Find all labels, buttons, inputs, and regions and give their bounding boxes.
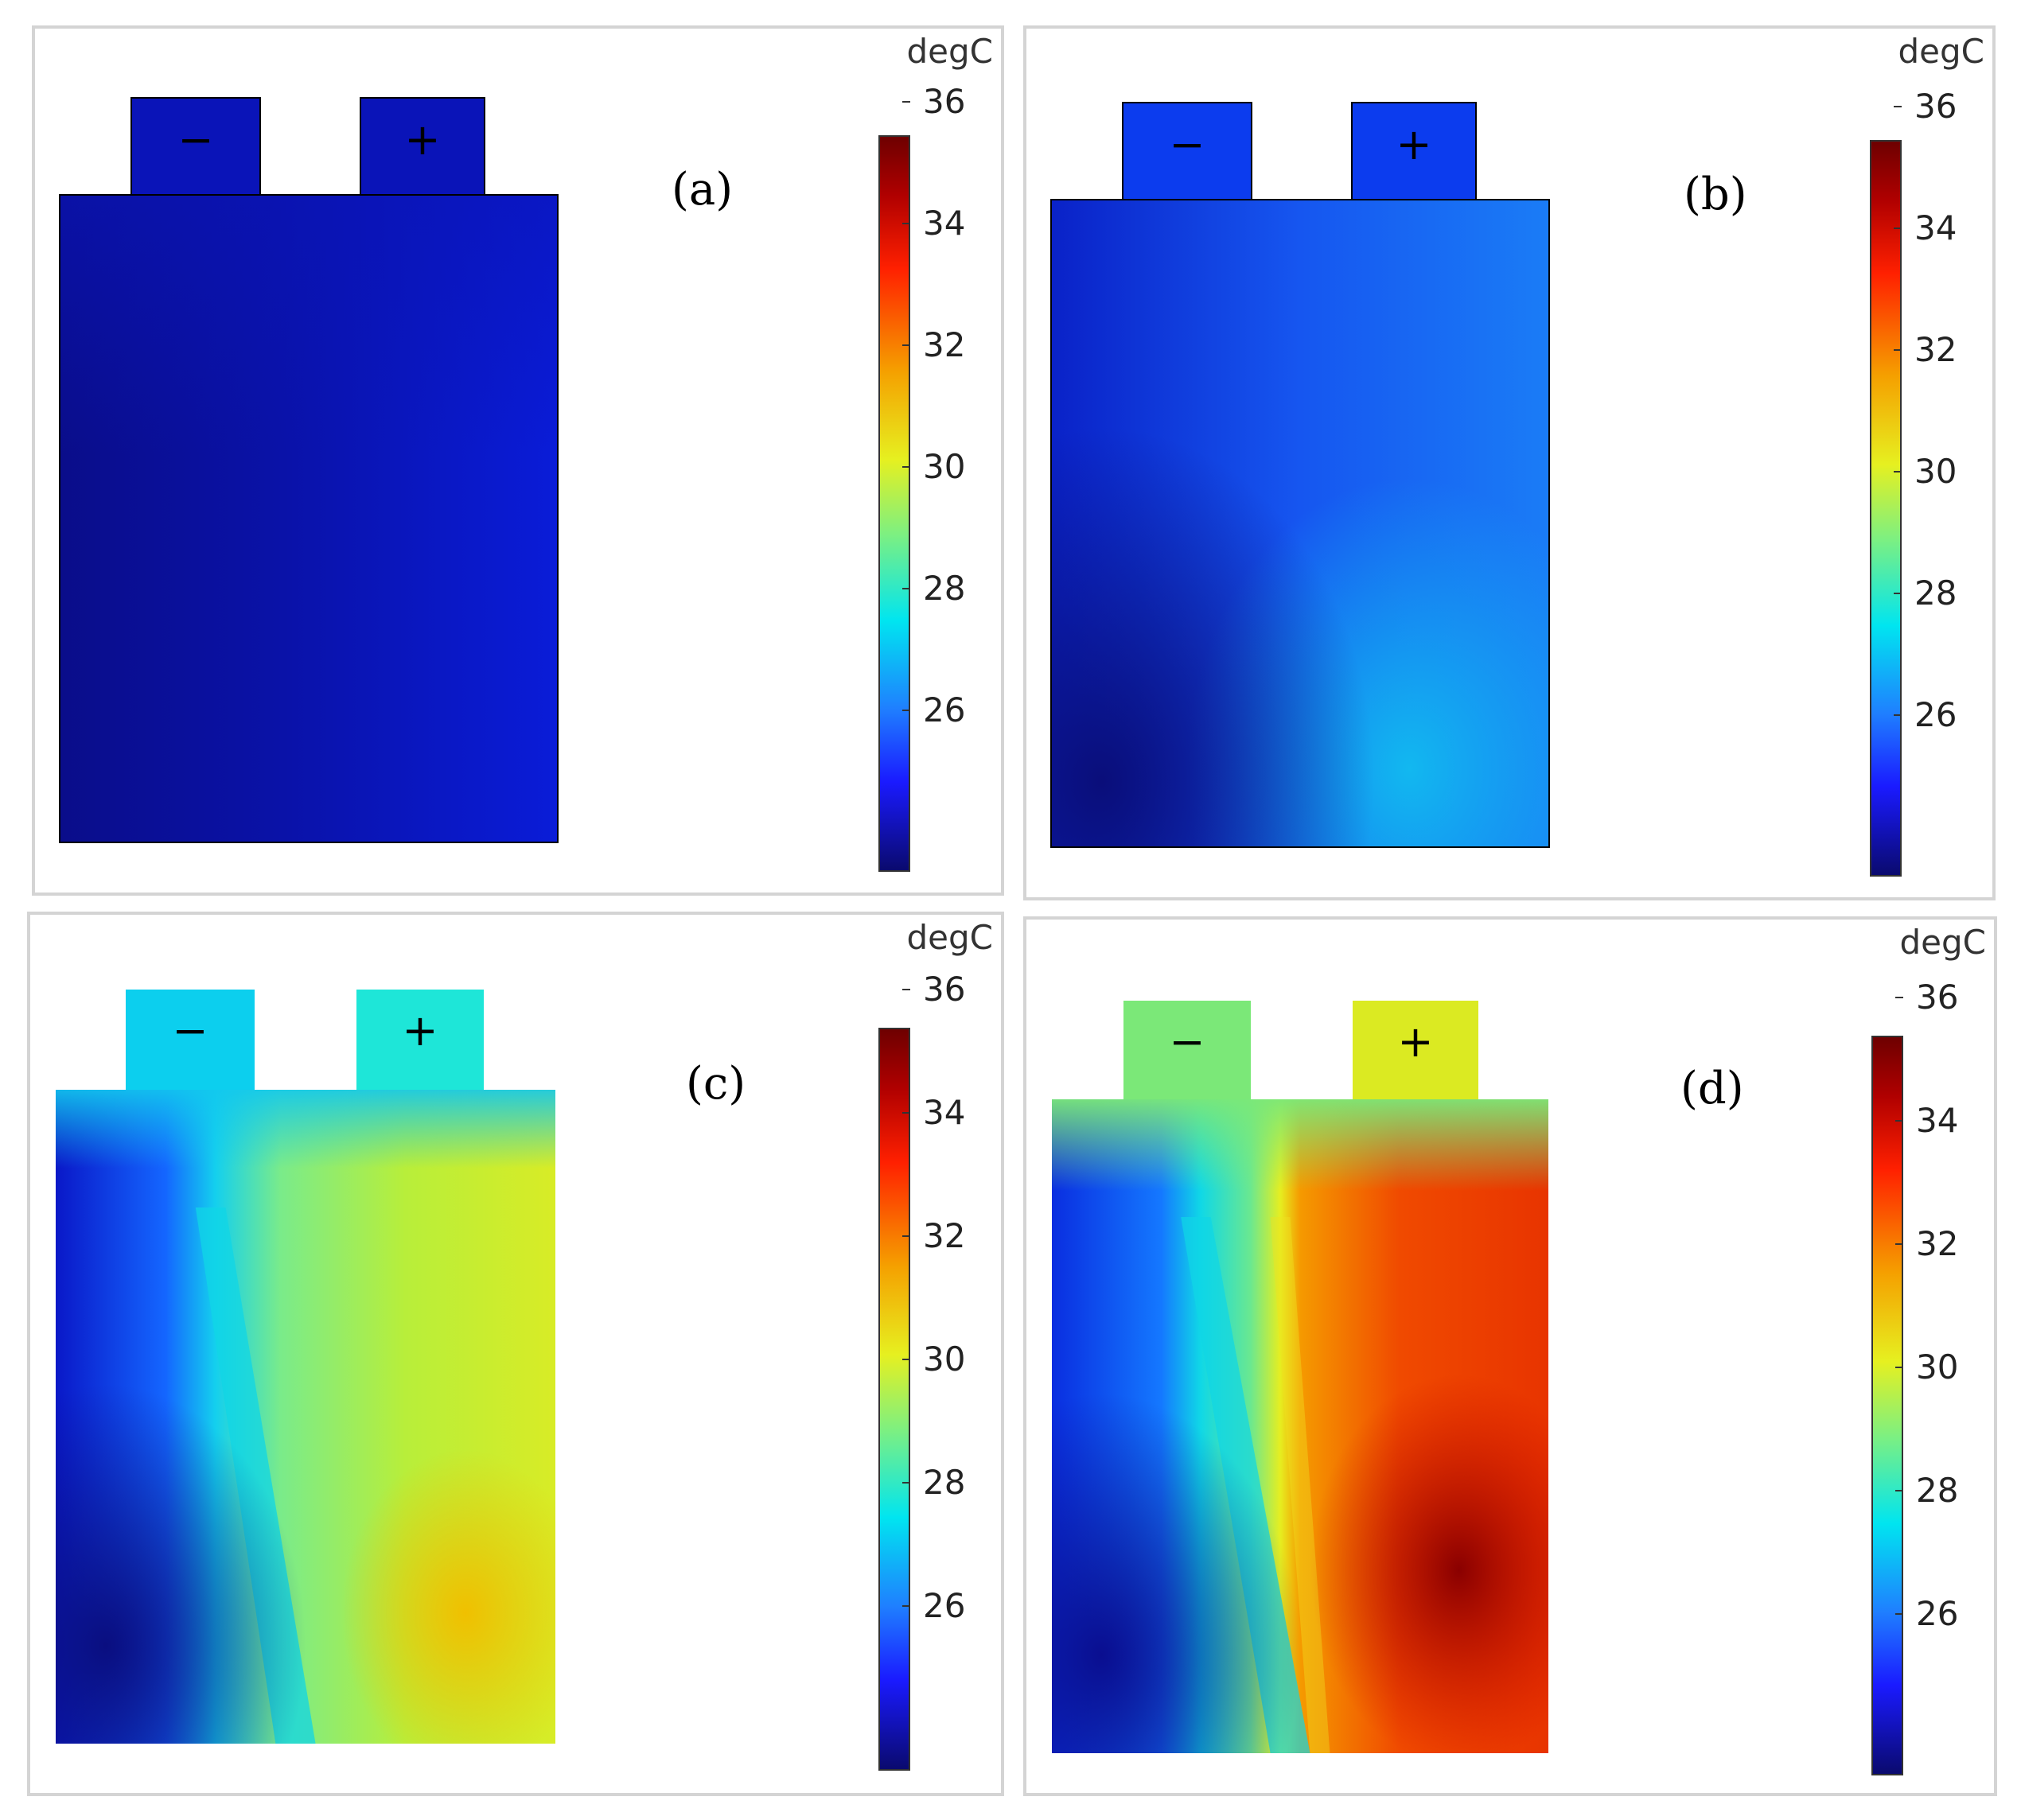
minus-sign: −	[172, 1005, 208, 1056]
negative-terminal-tab: −	[126, 990, 255, 1090]
tick-label: 36	[923, 82, 966, 121]
tick-label: 34	[1916, 1101, 1959, 1140]
colorbar	[878, 1028, 910, 1771]
tick-label: 32	[923, 1216, 966, 1255]
battery-cell-body	[59, 194, 559, 843]
positive-terminal-tab: +	[1351, 102, 1477, 202]
tick-label: 34	[923, 204, 966, 243]
tick-label: 30	[923, 447, 966, 486]
panel-a: degC (a) − + 26 28	[32, 25, 1004, 896]
tick-label: 34	[1914, 208, 1957, 247]
panel-label: (b)	[1684, 169, 1747, 220]
tick-label: 30	[1914, 452, 1957, 491]
minus-sign: −	[1169, 1017, 1205, 1067]
panel-label: (a)	[672, 164, 734, 216]
panel-label: (c)	[686, 1058, 746, 1110]
tick-label: 28	[1916, 1471, 1959, 1510]
negative-terminal-tab: −	[130, 97, 261, 197]
minus-sign: −	[1169, 119, 1205, 169]
tick-label: 28	[923, 569, 966, 608]
battery-cell-body	[1050, 199, 1550, 848]
negative-terminal-tab: −	[1122, 102, 1252, 202]
tick-label: 36	[1916, 978, 1959, 1017]
positive-terminal-tab: +	[360, 97, 485, 197]
unit-label: degC	[906, 918, 994, 957]
tick-label: 28	[1914, 574, 1957, 612]
colorbar	[878, 135, 910, 872]
tick-label: 28	[923, 1463, 966, 1502]
panel-label: (d)	[1680, 1063, 1744, 1114]
colorbar	[1871, 1036, 1903, 1775]
tick-label: 34	[923, 1093, 966, 1132]
tick-label: 26	[1916, 1594, 1959, 1633]
tick-label: 32	[1916, 1224, 1959, 1263]
panel-c: degC (c) − +	[27, 912, 1004, 1796]
tick-label: 36	[1914, 87, 1957, 126]
tick-label: 26	[923, 1586, 966, 1625]
tick-label: 30	[923, 1340, 966, 1379]
plus-sign: +	[1396, 119, 1432, 169]
tick-label: 36	[923, 970, 966, 1009]
plus-sign: +	[404, 115, 441, 165]
minus-sign: −	[177, 115, 214, 165]
positive-terminal-tab: +	[356, 990, 484, 1090]
unit-label: degC	[906, 32, 994, 71]
tick-label: 32	[923, 325, 966, 364]
negative-terminal-tab: −	[1123, 1001, 1251, 1101]
colorbar	[1870, 140, 1902, 877]
unit-label: degC	[1899, 923, 1987, 962]
positive-terminal-tab: +	[1353, 1001, 1478, 1101]
plus-sign: +	[402, 1005, 438, 1056]
tick-label: 26	[1914, 695, 1957, 734]
unit-label: degC	[1898, 32, 1985, 71]
tick-label: 30	[1916, 1348, 1959, 1386]
tick-label: 26	[923, 690, 966, 729]
plus-sign: +	[1397, 1017, 1434, 1067]
battery-cell-body	[56, 1090, 555, 1744]
tick-label: 32	[1914, 330, 1957, 369]
panel-d: degC (d) − +	[1023, 916, 1997, 1796]
panel-b: degC (b) − +	[1023, 25, 1996, 900]
battery-cell-body	[1052, 1099, 1548, 1753]
